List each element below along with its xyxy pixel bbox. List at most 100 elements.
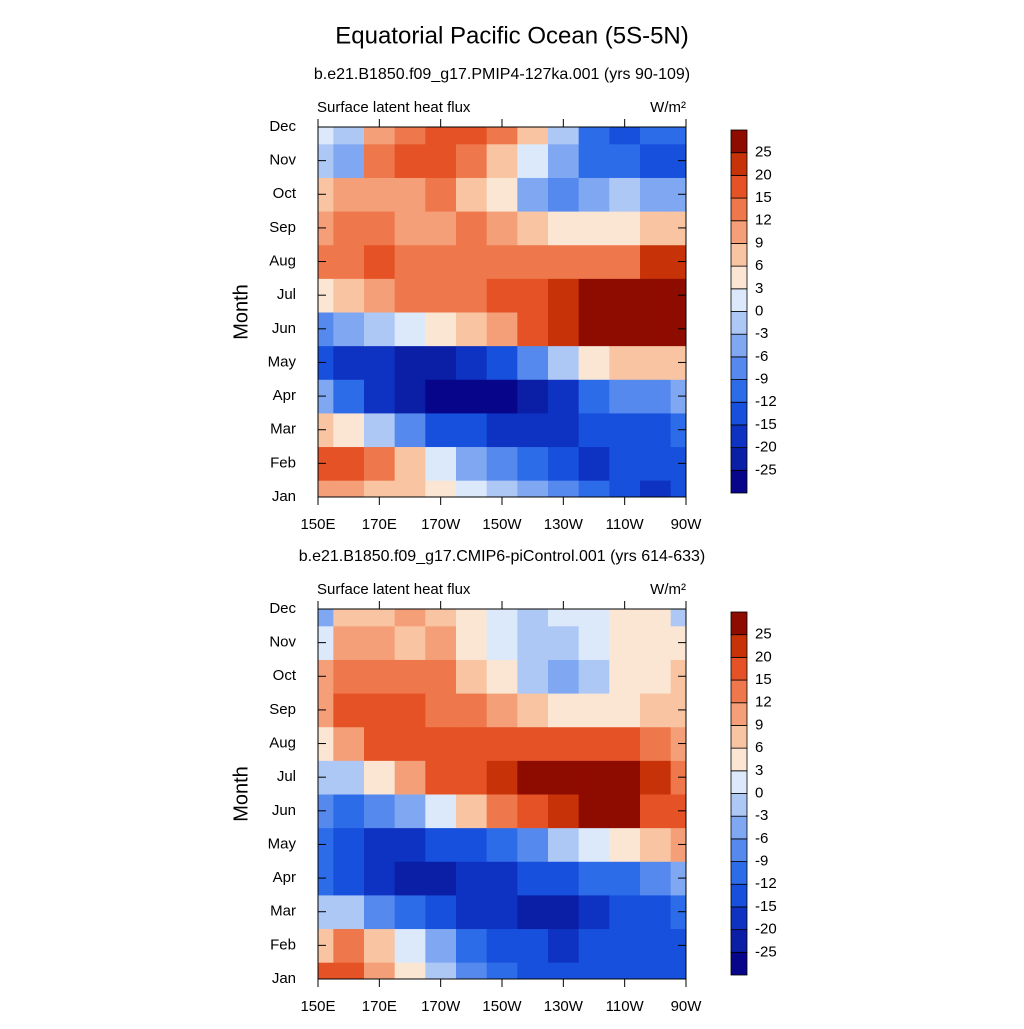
- contour-cell: [609, 127, 641, 145]
- contour-cell: [425, 177, 457, 212]
- colorbar-box: [730, 265, 748, 290]
- contour-cell: [517, 894, 549, 930]
- contour-cell: [640, 928, 672, 963]
- contour-cell: [548, 345, 580, 380]
- contour-cell: [517, 446, 549, 481]
- contour-cell: [640, 726, 672, 761]
- y-tick-label: Jan: [272, 970, 296, 987]
- contour-cell: [548, 211, 580, 246]
- y-tick-label: Aug: [269, 253, 296, 270]
- contour-cell: [548, 446, 580, 481]
- contour-cell: [486, 211, 518, 246]
- colorbar-label: -3: [755, 807, 768, 824]
- y-tick-label: Sep: [269, 219, 296, 236]
- contour-cell: [425, 760, 457, 795]
- contour-cell: [425, 312, 457, 347]
- contour-cell: [548, 244, 580, 279]
- contour-cell: [364, 143, 396, 178]
- contour-cell: [394, 412, 426, 448]
- contour-cell: [364, 211, 396, 246]
- contour-cell: [456, 625, 488, 660]
- contour-cell: [609, 480, 641, 498]
- contour-cell: [517, 625, 549, 660]
- contour-cell: [578, 659, 610, 694]
- colorbar-label: -25: [755, 461, 777, 478]
- y-tick-label: Dec: [269, 118, 296, 135]
- contour-cell: [578, 794, 610, 829]
- contour-cell: [609, 962, 641, 980]
- contour-cell: [640, 412, 672, 448]
- contour-cell: [333, 962, 365, 980]
- x-tick-label: 130W: [544, 516, 584, 533]
- x-tick-label: 110W: [606, 516, 645, 533]
- subtitle: b.e21.B1850.f09_g17.PMIP4-127ka.001 (yrs…: [314, 66, 690, 83]
- colorbar-box: [730, 656, 748, 681]
- contour-cell: [394, 894, 426, 930]
- colorbar-label: 12: [755, 694, 772, 711]
- contour-cell: [364, 312, 396, 347]
- contour-cell: [456, 143, 488, 178]
- contour-cell: [548, 693, 580, 728]
- contour-cell: [517, 143, 549, 178]
- contour-cell: [425, 861, 457, 896]
- contour-cell: [394, 480, 426, 498]
- contour-cell: [609, 278, 641, 313]
- contour-cell: [670, 609, 687, 627]
- contour-cell: [364, 244, 396, 279]
- contour-cell: [456, 480, 488, 498]
- right-string: W/m²: [650, 581, 686, 598]
- contour-cell: [486, 625, 518, 660]
- contour-cell: [333, 345, 365, 380]
- contour-cell: [486, 861, 518, 896]
- contour-cell: [609, 693, 641, 728]
- contour-cell: [456, 928, 488, 963]
- contour-cell: [318, 127, 334, 145]
- colorbar-label: 9: [755, 234, 763, 251]
- colorbar-label: -20: [755, 921, 777, 938]
- contour-cell: [517, 861, 549, 896]
- contour-cell: [640, 827, 672, 862]
- contour-cell: [456, 244, 488, 279]
- colorbar-label: 20: [755, 648, 772, 665]
- contour-cell: [640, 659, 672, 694]
- y-tick-label: Feb: [270, 936, 296, 953]
- contour-cell: [578, 278, 610, 313]
- colorbar-label: -3: [755, 325, 768, 342]
- colorbar-label: 0: [755, 784, 763, 801]
- contour-cell: [578, 609, 610, 627]
- colorbar-label: 15: [755, 671, 772, 688]
- contour-cell: [486, 412, 518, 448]
- contour-cell: [578, 726, 610, 761]
- contour-cell: [425, 278, 457, 313]
- colorbar-label: 20: [755, 166, 772, 183]
- contour-cell: [394, 244, 426, 279]
- contour-cell: [486, 962, 518, 980]
- contour-cell: [394, 962, 426, 980]
- contour-cell: [517, 962, 549, 980]
- contour-cell: [394, 625, 426, 660]
- contour-cell: [394, 760, 426, 795]
- y-tick-label: Jun: [272, 320, 296, 337]
- contour-cell: [425, 609, 457, 627]
- contour-cell: [425, 211, 457, 246]
- subtitle: b.e21.B1850.f09_g17.CMIP6-piControl.001 …: [299, 548, 705, 565]
- colorbar-box: [730, 725, 748, 749]
- contour-cell: [548, 127, 580, 145]
- contour-cell: [333, 659, 365, 694]
- contour-cell: [609, 211, 641, 246]
- contour-cell: [364, 861, 396, 896]
- contour-cell: [486, 379, 518, 414]
- x-tick-label: 150E: [300, 998, 335, 1015]
- colorbar-box: [730, 951, 748, 976]
- x-tick-label: 170E: [362, 998, 397, 1015]
- contour-cell: [609, 345, 641, 380]
- contour-cell: [486, 480, 518, 498]
- colorbar-box: [730, 333, 748, 358]
- colorbar-box: [730, 220, 748, 244]
- contour-cell: [333, 244, 365, 279]
- left-string: Surface latent heat flux: [317, 581, 471, 598]
- contour-cell: [548, 609, 580, 627]
- contour-cell: [578, 894, 610, 930]
- contour-cell: [517, 412, 549, 448]
